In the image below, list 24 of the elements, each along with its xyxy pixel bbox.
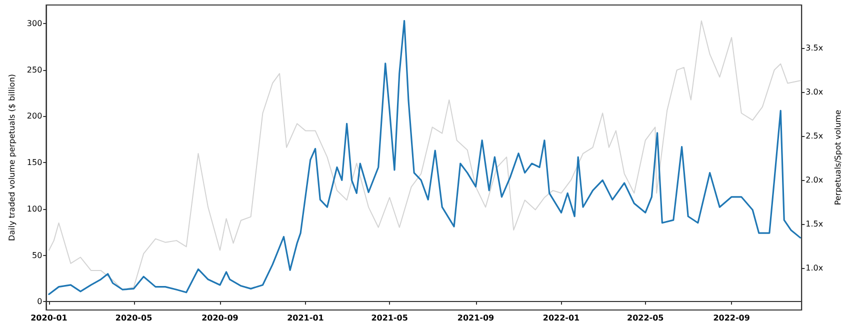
- x-tick-label: 2020-09: [202, 314, 239, 322]
- x-tick-label: 2020-01: [30, 314, 68, 322]
- x-tick-label: 2022-05: [627, 314, 664, 322]
- y2-tick-label: 3.5x: [806, 44, 824, 53]
- x-tick-label: 2022-09: [713, 314, 750, 322]
- x-tick-label: 2021-01: [287, 314, 324, 322]
- y-tick-label: 0: [37, 297, 42, 306]
- x-tick-label: 2021-05: [371, 314, 408, 322]
- y-tick-label: 250: [26, 65, 42, 74]
- y-tick-label: 50: [32, 250, 42, 260]
- y-tick-label: 200: [26, 112, 42, 121]
- x-tick-label: 2021-09: [457, 314, 495, 322]
- y-axis-title: Daily traded volume perpetuals ($ billion): [8, 74, 16, 242]
- y2-tick-label: 3.0x: [806, 88, 824, 97]
- y2-tick-label: 1.5x: [806, 219, 824, 228]
- x-tick-label: 2020-05: [115, 314, 153, 322]
- y2-tick-label: 1.0x: [806, 263, 824, 272]
- y2-tick-label: 2.5x: [806, 131, 824, 140]
- y-tick-label: 100: [26, 204, 42, 214]
- y-tick-label: 300: [26, 19, 42, 28]
- x-tick-label: 2022-01: [542, 314, 580, 322]
- y2-axis-title: Perpetuals/Spot volume: [834, 110, 842, 206]
- y2-tick-label: 2.0x: [806, 175, 824, 184]
- y-tick-label: 150: [26, 158, 42, 168]
